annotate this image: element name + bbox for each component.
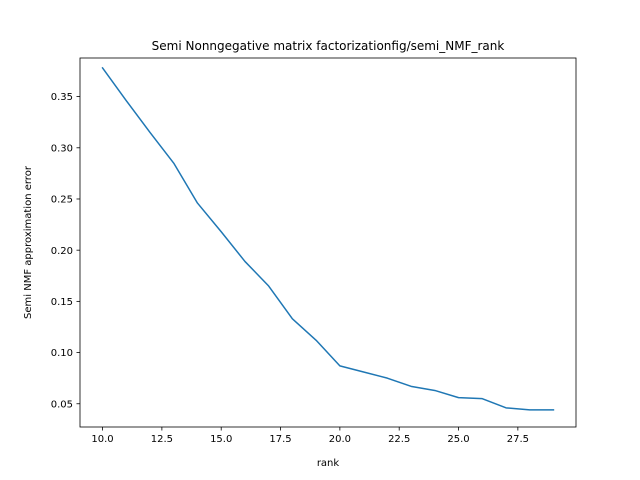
y-tick-label: 0.35 (51, 92, 73, 103)
axes-frame (79, 57, 577, 428)
y-axis: 0.05 0.10 0.15 0.20 0.25 0.30 0.35 (51, 92, 80, 410)
y-axis-label: Semi NMF approximation error (23, 165, 34, 319)
y-tick-label: 0.10 (51, 348, 73, 359)
x-tick-label: 15.0 (210, 434, 232, 445)
x-tick-label: 10.0 (91, 434, 113, 445)
x-tick-label: 12.5 (151, 434, 173, 445)
x-axis-label: rank (317, 458, 340, 469)
y-tick-label: 0.30 (51, 143, 73, 154)
y-tick-label: 0.20 (51, 246, 73, 257)
x-axis: 10.0 12.5 15.0 17.5 20.0 22.5 25.0 27.5 (91, 427, 529, 445)
plot-area (79, 57, 577, 428)
x-tick-label: 25.0 (447, 434, 469, 445)
x-tick-label: 27.5 (507, 434, 529, 445)
x-tick-label: 20.0 (329, 434, 351, 445)
y-tick-label: 0.25 (51, 195, 73, 206)
axes-background (80, 58, 576, 427)
x-tick-label: 22.5 (388, 434, 410, 445)
y-tick-label: 0.05 (51, 399, 73, 410)
y-tick-label: 0.15 (51, 297, 73, 308)
series-line (101, 66, 555, 411)
x-tick-label: 17.5 (269, 434, 291, 445)
series-layer (101, 66, 555, 411)
chart-title: Semi Nonngegative matrix factorizationfi… (152, 39, 505, 53)
